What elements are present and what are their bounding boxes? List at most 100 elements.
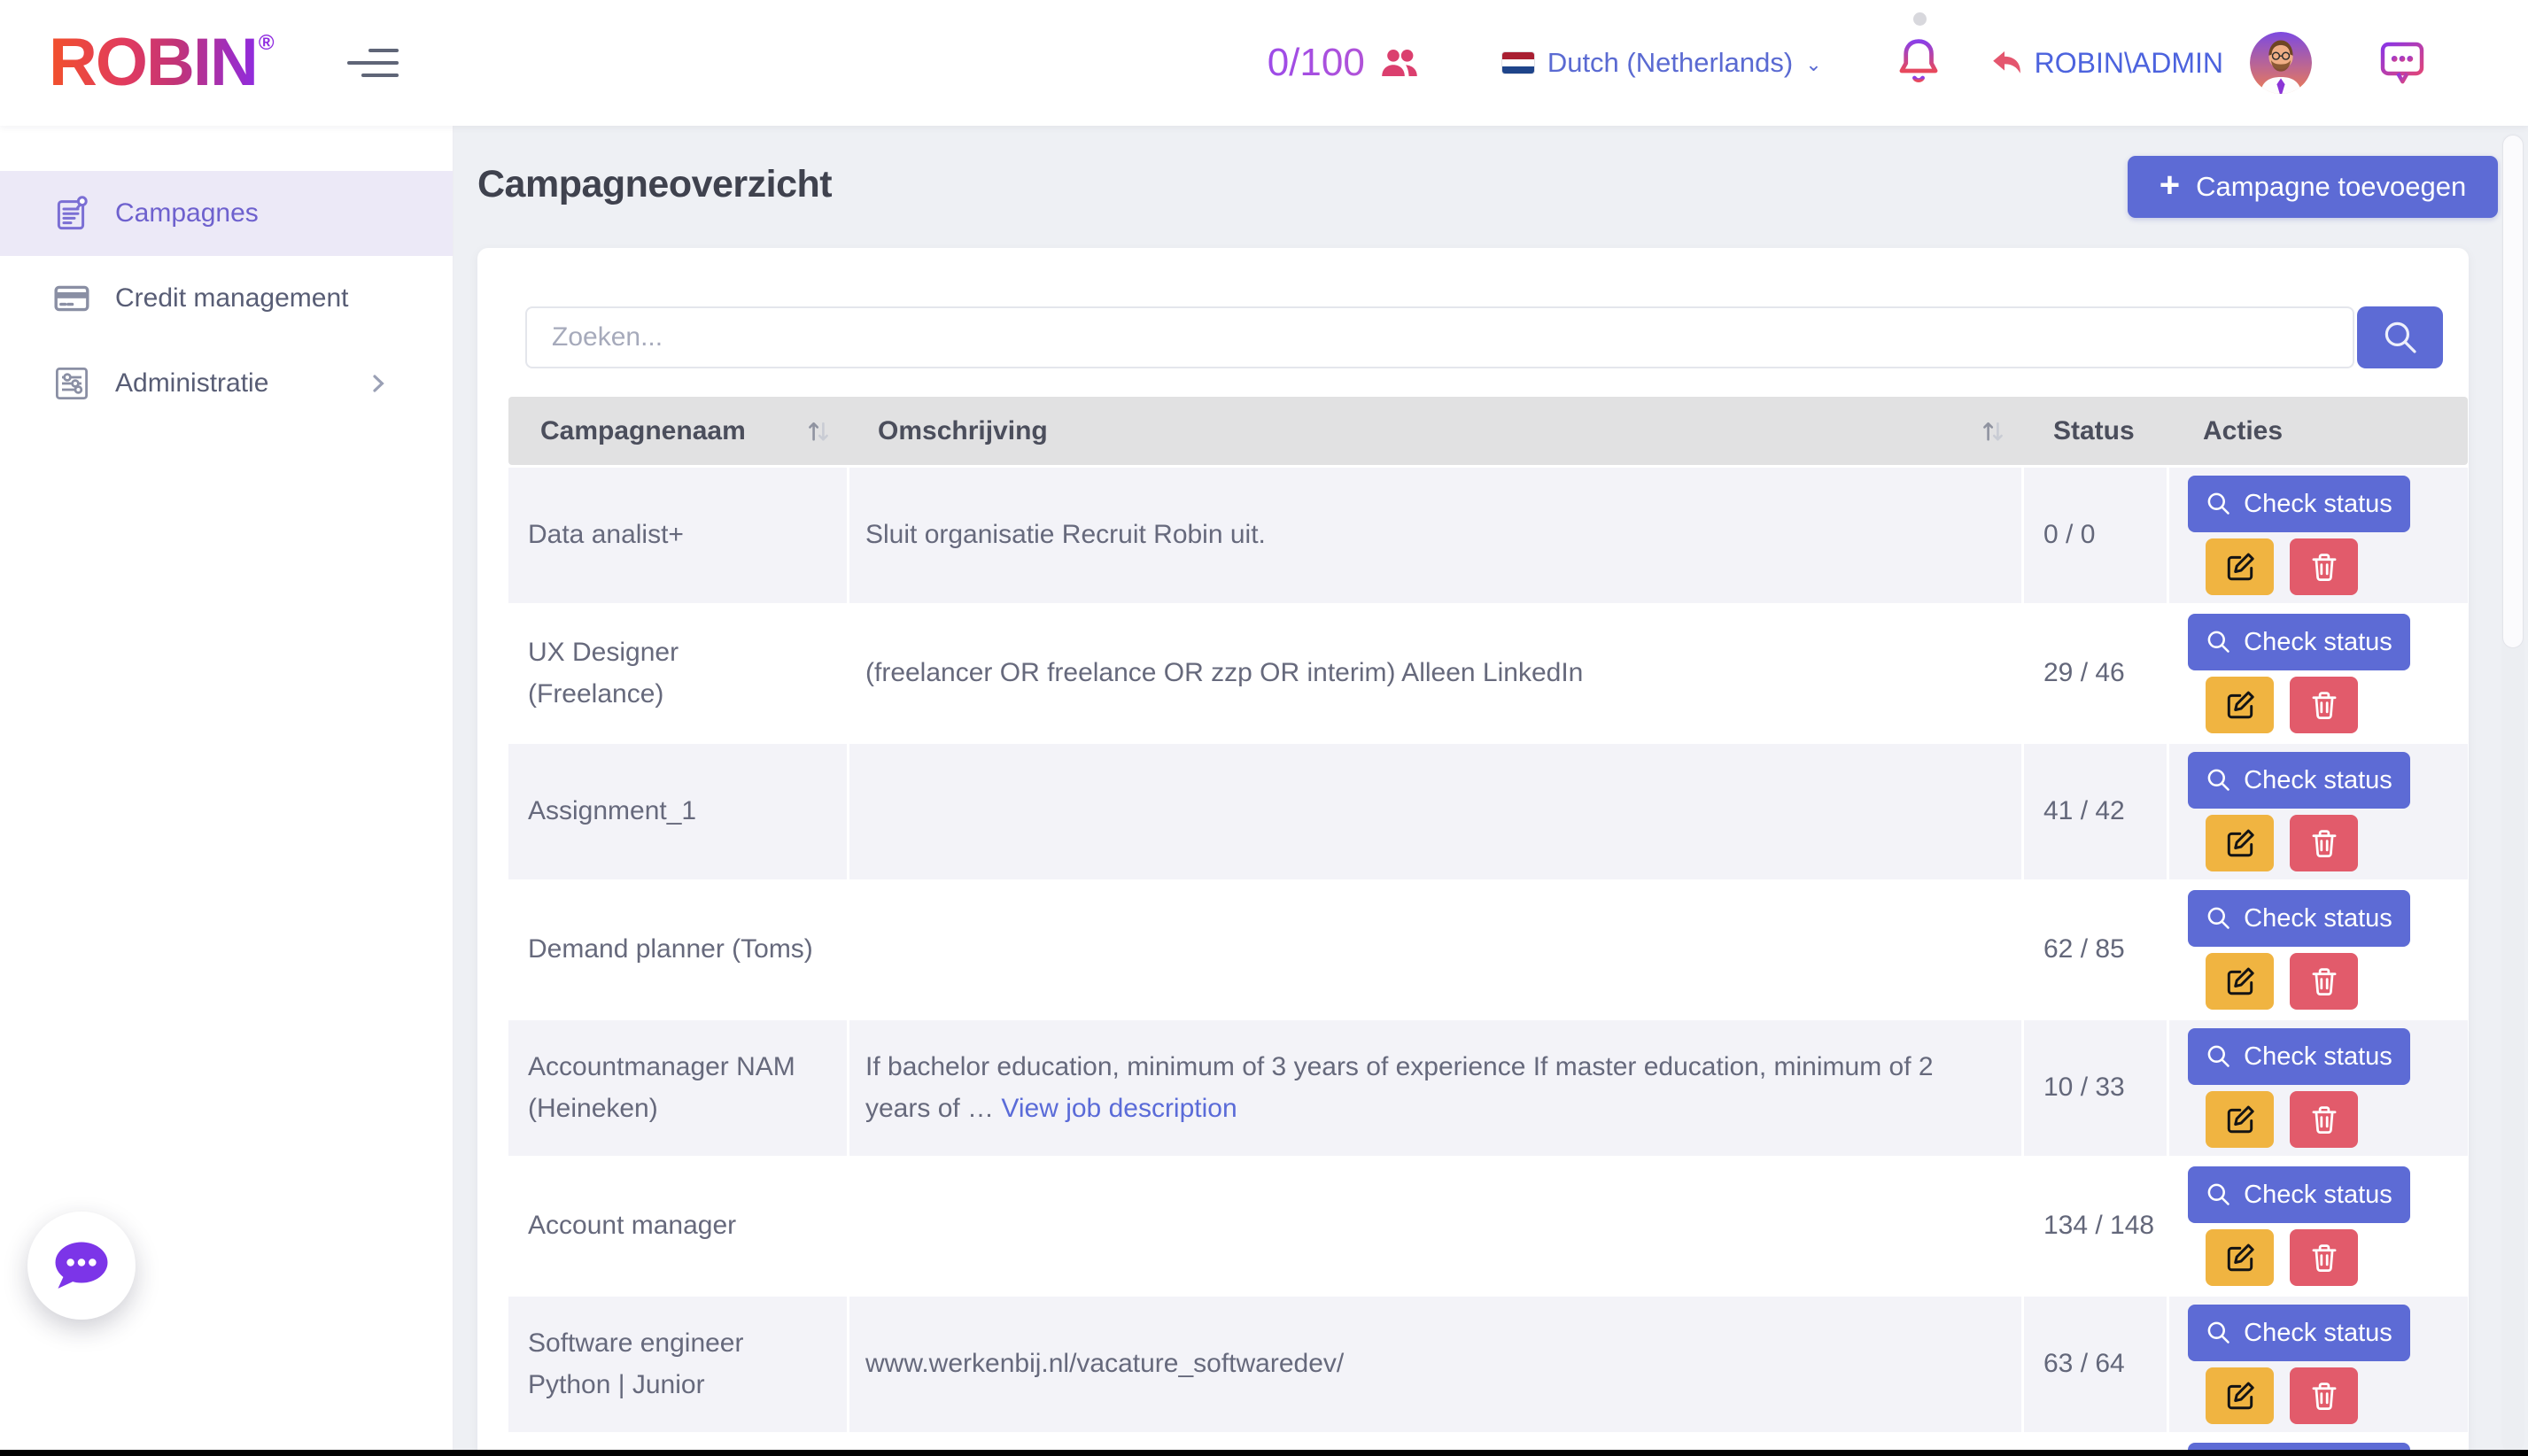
edit-campaign-button[interactable] (2206, 1367, 2274, 1424)
delete-campaign-button[interactable] (2290, 1091, 2358, 1148)
mini-actions (2206, 677, 2468, 733)
campaign-status-cell: 41 / 42 (2024, 744, 2169, 879)
edit-campaign-button[interactable] (2206, 538, 2274, 595)
sidebar-item-credit-management[interactable]: Credit management (0, 256, 453, 341)
campaign-description-cell: (freelancer OR freelance OR zzp OR inter… (849, 606, 2024, 741)
campaign-description-cell: Sluit organisatie Recruit Robin uit. (849, 468, 2024, 603)
robin-logo[interactable]: ROBIN ® (49, 29, 275, 97)
edit-campaign-button[interactable] (2206, 1091, 2274, 1148)
delete-campaign-button[interactable] (2290, 538, 2358, 595)
column-header-label: Campagnenaam (540, 415, 746, 445)
table-row: Account manager 134 / 148 Check status (508, 1156, 2468, 1294)
check-status-button[interactable]: Check status (2188, 1166, 2410, 1223)
edit-campaign-button[interactable] (2206, 953, 2274, 1010)
sidebar-item-campagnes[interactable]: Campagnes (0, 171, 453, 256)
check-status-button[interactable]: Check status (2188, 1305, 2410, 1361)
search-button[interactable] (2357, 306, 2443, 368)
campaign-description-cell (849, 744, 2024, 879)
edit-icon (2224, 827, 2256, 859)
mini-actions (2206, 1091, 2468, 1148)
edit-campaign-button[interactable] (2206, 677, 2274, 733)
check-status-label: Check status (2244, 765, 2392, 794)
topbar: ROBIN ® 0/100 Dutch (Netherlands) ⌄ (0, 0, 2528, 126)
delete-campaign-button[interactable] (2290, 953, 2358, 1010)
sort-icon[interactable] (1980, 417, 2006, 445)
campaign-description-cell (849, 1158, 2024, 1294)
column-header-omschrijving[interactable]: Omschrijving (849, 397, 2024, 465)
campaign-description-cell (849, 1435, 2024, 1456)
campaign-name: Data analist+ (528, 520, 684, 550)
job-description-link[interactable]: View job description (1001, 1093, 1237, 1123)
language-selector[interactable]: Dutch (Netherlands) ⌄ (1501, 47, 1822, 79)
campaign-status: 63 / 64 (2043, 1349, 2125, 1379)
credits-value: 0/100 (1267, 41, 1365, 84)
mini-actions (2206, 815, 2468, 871)
sidebar-item-label: Campagnes (115, 198, 259, 228)
page-title: Campagneoverzicht (477, 163, 833, 205)
campaign-name: Software engineer Python | Junior (528, 1328, 744, 1399)
campaign-name: Assignment_1 (528, 796, 697, 826)
search-input[interactable] (525, 306, 2354, 368)
delete-campaign-button[interactable] (2290, 1367, 2358, 1424)
topbar-right: 0/100 Dutch (Netherlands) ⌄ (1268, 12, 2528, 94)
column-header-label: Status (2053, 415, 2135, 445)
search-icon (2385, 321, 2416, 353)
campaign-status: 62 / 85 (2043, 934, 2125, 964)
campaign-description-cell: www.werkenbij.nl/vacature_softwaredev/ (849, 1297, 2024, 1432)
sort-icon[interactable] (805, 417, 832, 445)
delete-campaign-button[interactable] (2290, 815, 2358, 871)
table-row: Assignment_1 41 / 42 Check status (508, 741, 2468, 879)
check-status-label: Check status (2244, 1318, 2392, 1347)
add-campaign-label: Campagne toevoegen (2196, 171, 2467, 202)
trash-icon (2308, 689, 2340, 721)
check-status-button[interactable]: Check status (2188, 752, 2410, 809)
trash-icon (2308, 827, 2340, 859)
campaign-status: 29 / 46 (2043, 658, 2125, 688)
edit-campaign-button[interactable] (2206, 1229, 2274, 1286)
feedback-button[interactable] (2379, 40, 2425, 86)
edit-icon (2224, 551, 2256, 583)
user-avatar[interactable] (2250, 32, 2312, 94)
campaign-actions-cell: Check status (2169, 468, 2468, 603)
sidebar-item-administratie[interactable]: Administratie (0, 341, 453, 426)
check-status-button[interactable]: Check status (2188, 614, 2410, 670)
sidebar-item-label: Administratie (115, 368, 269, 398)
check-status-button[interactable]: Check status (2188, 890, 2410, 947)
trash-icon (2308, 551, 2340, 583)
chat-dots-icon (2380, 42, 2424, 84)
campaign-status-cell (2024, 1435, 2169, 1456)
check-status-button[interactable]: Check status (2188, 476, 2410, 532)
column-header-campagnenaam[interactable]: Campagnenaam (508, 397, 849, 465)
campaign-status-cell: 62 / 85 (2024, 882, 2169, 1018)
search-row (525, 306, 2469, 368)
chat-bubble-icon (55, 1242, 108, 1289)
logo-text: ROBIN (49, 25, 259, 100)
table-row: Accountmanager NAM (Heineken) If bachelor… (508, 1018, 2468, 1156)
edit-campaign-button[interactable] (2206, 815, 2274, 871)
campaign-actions-cell: Check status (2169, 1297, 2468, 1432)
credits-counter[interactable]: 0/100 (1268, 41, 1420, 85)
trash-icon (2308, 1242, 2340, 1274)
delete-campaign-button[interactable] (2290, 677, 2358, 733)
delete-campaign-button[interactable] (2290, 1229, 2358, 1286)
campaign-name: Account manager (528, 1211, 737, 1241)
sliders-icon (51, 363, 92, 404)
search-icon (2206, 1043, 2232, 1070)
account-switcher[interactable]: ROBIN\ADMIN (1990, 47, 2223, 80)
notifications-button[interactable] (1896, 12, 1941, 91)
sidebar-toggle-icon[interactable] (346, 49, 399, 77)
campaign-description: Sluit organisatie Recruit Robin uit. (865, 520, 1266, 550)
add-campaign-button[interactable]: + Campagne toevoegen (2128, 156, 2498, 218)
column-header-label: Omschrijving (878, 415, 1048, 445)
chat-widget-button[interactable] (27, 1212, 136, 1320)
search-icon (2206, 629, 2232, 655)
netherlands-flag-icon (1501, 51, 1535, 74)
vertical-scrollbar[interactable] (2501, 133, 2524, 1452)
notification-dot (1912, 12, 1927, 26)
scrollbar-thumb[interactable] (2502, 135, 2524, 648)
check-status-button[interactable]: Check status (2188, 1028, 2410, 1085)
campaign-name-cell: Demand planner (Toms) (508, 882, 849, 1018)
mini-actions (2206, 953, 2468, 1010)
check-status-label: Check status (2244, 489, 2392, 518)
edit-icon (2224, 689, 2256, 721)
